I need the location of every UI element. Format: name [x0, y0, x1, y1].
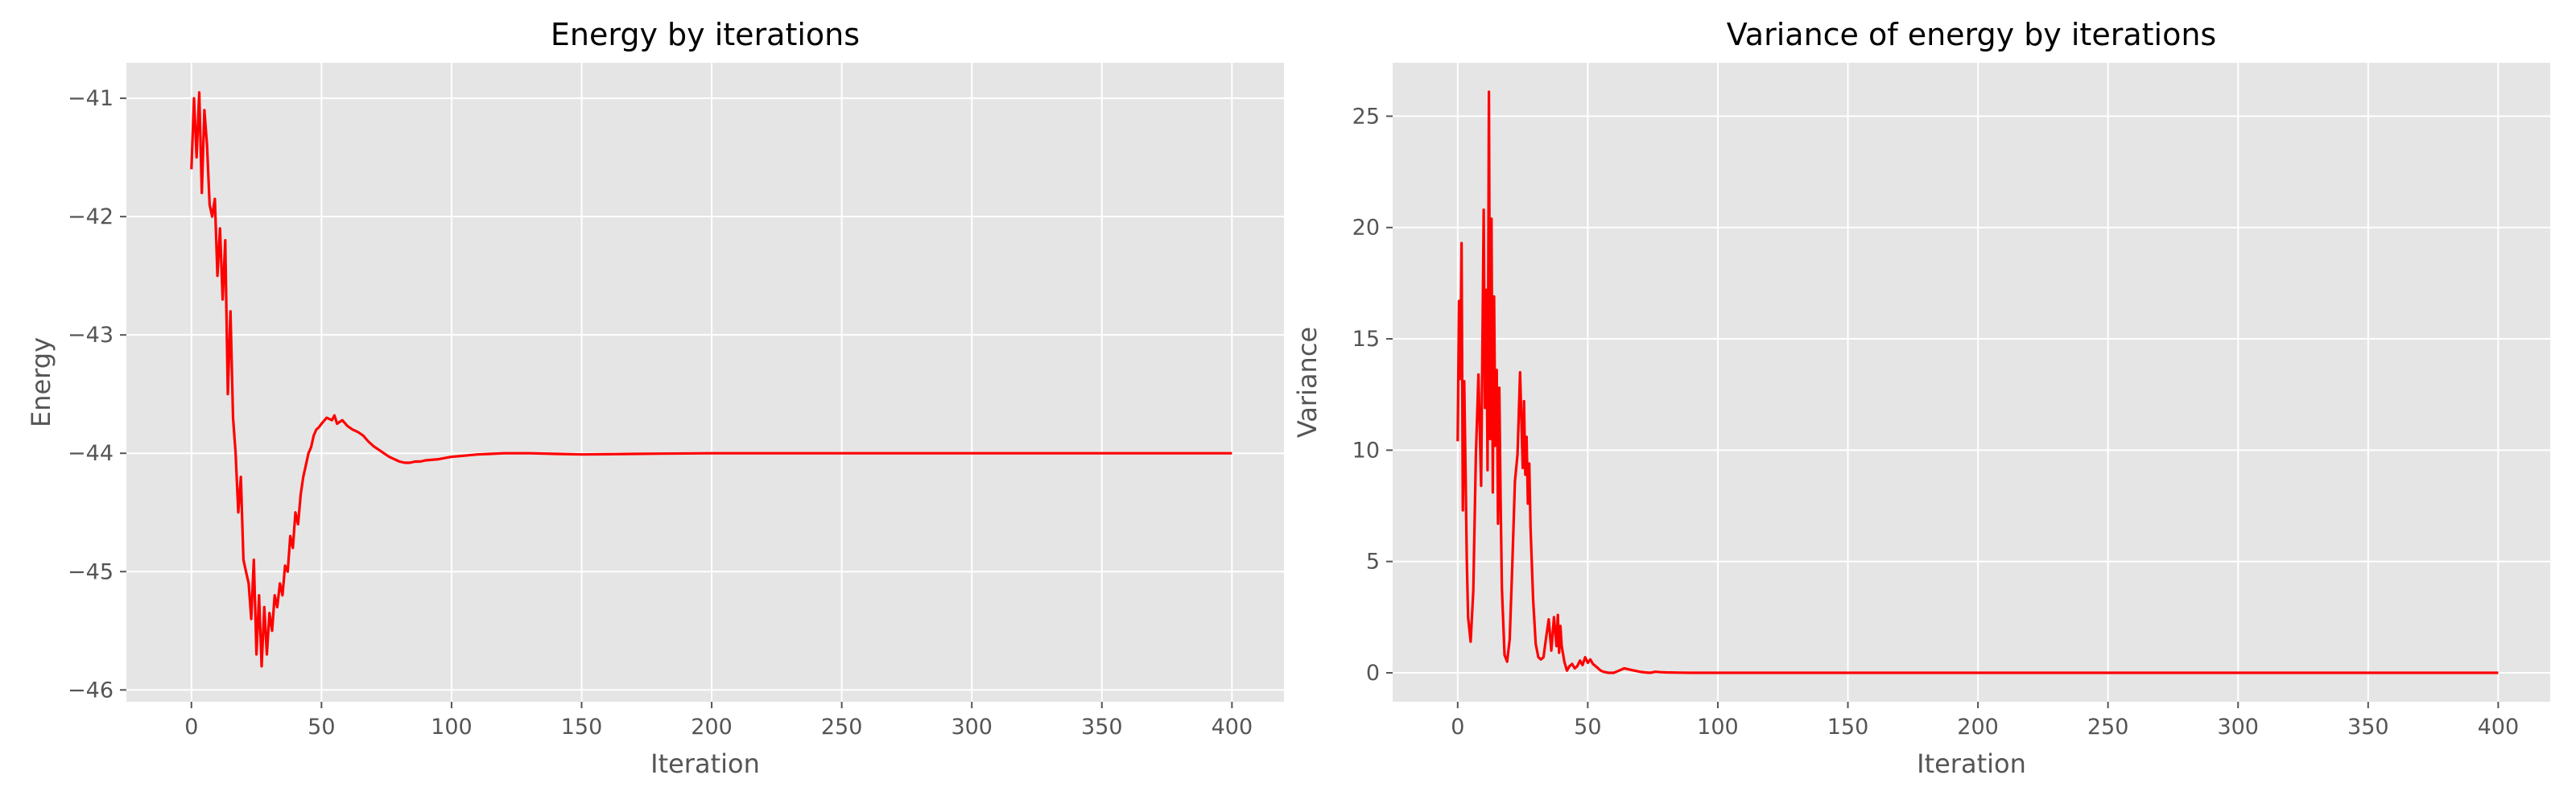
energy-x-tick-label: 150: [561, 715, 603, 740]
energy-y-tick-label: −42: [68, 204, 114, 229]
energy-y-axis-label: Energy: [26, 337, 56, 427]
variance-y-axis-label: Variance: [1292, 327, 1323, 438]
variance-x-tick-label: 250: [2087, 715, 2129, 740]
energy-y-tick-label: −44: [68, 441, 114, 466]
energy-chart-title: Energy by iterations: [551, 17, 860, 52]
energy-x-tick-label: 250: [821, 715, 863, 740]
variance-plot-area: [1393, 63, 2550, 702]
variance-y-tick-label: 25: [1352, 104, 1380, 129]
variance-chart-title: Variance of energy by iterations: [1727, 17, 2216, 52]
energy-y-tick-label: −45: [68, 559, 114, 584]
variance-x-tick-label: 350: [2347, 715, 2389, 740]
energy-series-line: [190, 91, 1232, 668]
variance-y-tick-label: 15: [1352, 327, 1380, 352]
energy-y-tick-label: −46: [68, 678, 114, 703]
energy-x-axis-label: Iteration: [650, 748, 760, 779]
variance-y-tick-label: 5: [1366, 550, 1380, 575]
variance-y-tick-label: 0: [1366, 661, 1380, 686]
variance-y-tick-label: 10: [1352, 438, 1380, 463]
variance-x-tick-label: 50: [1574, 715, 1601, 740]
variance-chart: 0 50 100 150 200 250 300 350 400 0 5 10 15 20 25 Varian…: [1292, 17, 2550, 779]
variance-x-tick-label: 400: [2478, 715, 2520, 740]
energy-x-tick-label: 300: [951, 715, 993, 740]
energy-x-tick-label: 350: [1081, 715, 1123, 740]
energy-x-tick-label: 400: [1212, 715, 1253, 740]
variance-x-tick-label: 200: [1957, 715, 1999, 740]
variance-x-tick-label: 0: [1451, 715, 1464, 740]
energy-y-tick-label: −43: [68, 323, 114, 348]
variance-x-tick-label: 150: [1827, 715, 1869, 740]
energy-chart: 0 50 100 150 200 250 300 350 400 −41 −42 −43 −44 −45 −…: [26, 17, 1284, 779]
energy-x-tick-label: 100: [431, 715, 473, 740]
energy-x-tick-label: 50: [308, 715, 335, 740]
variance-y-tick-label: 20: [1352, 216, 1380, 241]
energy-plot-area: [126, 63, 1284, 702]
variance-x-axis-label: Iteration: [1917, 748, 2026, 779]
variance-x-tick-label: 300: [2217, 715, 2259, 740]
variance-x-tick-label: 100: [1697, 715, 1739, 740]
variance-series-line: [1456, 90, 2499, 674]
energy-x-tick-label: 0: [184, 715, 198, 740]
energy-y-tick-label: −41: [68, 86, 114, 111]
energy-x-tick-label: 200: [691, 715, 733, 740]
